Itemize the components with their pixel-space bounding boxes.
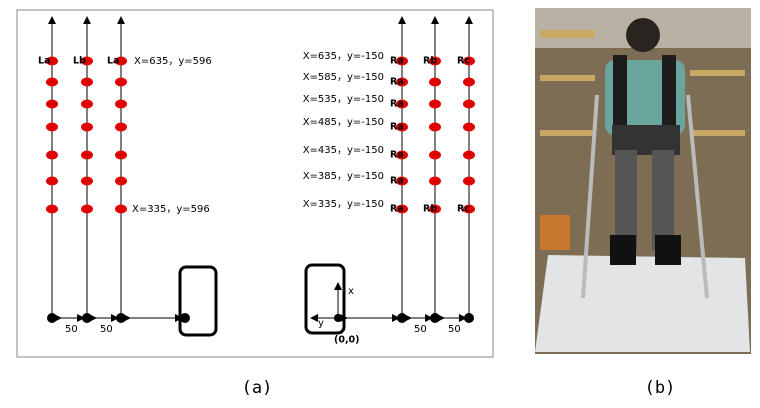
marker-dot	[429, 122, 441, 132]
marker-dot	[396, 56, 408, 66]
marker-dot	[81, 176, 93, 186]
line-label: Rc	[457, 204, 470, 215]
line-label: Ra	[390, 176, 404, 187]
line-label: Ra	[390, 122, 404, 133]
marker-dot	[46, 122, 58, 132]
marker-dot	[463, 122, 475, 132]
axis-label: y	[318, 318, 324, 329]
base-dot	[464, 313, 474, 323]
marker-dot	[46, 77, 58, 87]
line-label: Ra	[390, 204, 404, 215]
marker-dot	[463, 56, 475, 66]
marker-dot	[81, 204, 93, 214]
line-label: La	[107, 56, 119, 67]
marker-dot	[429, 176, 441, 186]
annotation: X=485，y=-150	[303, 117, 384, 128]
marker-dot	[81, 99, 93, 109]
marker-dot	[115, 176, 127, 186]
panel-a-frame	[16, 9, 494, 358]
base-dot	[82, 313, 92, 323]
annotation: X=335，y=596	[132, 204, 210, 215]
marker-dot	[81, 77, 93, 87]
marker-dot	[396, 176, 408, 186]
line-label: Ra	[390, 56, 404, 67]
annotation: X=635，y=596	[134, 56, 212, 67]
base-dot	[180, 313, 190, 323]
marker-dot	[115, 56, 127, 66]
marker-dot	[46, 56, 58, 66]
marker-dot	[429, 204, 441, 214]
line-label: La	[38, 56, 50, 67]
marker-dot	[396, 77, 408, 87]
marker-dot	[81, 56, 93, 66]
marker-dot	[396, 204, 408, 214]
spacing-label: 50	[65, 324, 78, 335]
marker-dot	[46, 204, 58, 214]
line-label: Ra	[390, 77, 404, 88]
marker-dot	[46, 99, 58, 109]
axis-label: x	[348, 286, 354, 297]
marker-dot	[115, 150, 127, 160]
marker-dot	[463, 176, 475, 186]
spacing-label: 50	[448, 324, 461, 335]
marker-dot	[81, 150, 93, 160]
marker-dot	[115, 99, 127, 109]
annotation: X=335，y=-150	[303, 199, 384, 210]
right-foot-box	[304, 263, 346, 335]
annotation: X=535，y=-150	[303, 94, 384, 105]
line-label: Rc	[457, 56, 470, 67]
marker-dot	[463, 99, 475, 109]
marker-dot	[46, 176, 58, 186]
origin-dot	[334, 314, 342, 322]
annotation: X=385，y=-150	[303, 171, 384, 182]
line-label: Ra	[390, 99, 404, 110]
marker-dot	[429, 150, 441, 160]
marker-dot	[81, 122, 93, 132]
annotation: X=435，y=-150	[303, 145, 384, 156]
left-foot-box	[178, 265, 218, 337]
marker-dot	[429, 99, 441, 109]
marker-dot	[396, 99, 408, 109]
base-dot	[430, 313, 440, 323]
photo	[535, 8, 751, 354]
marker-dot	[115, 122, 127, 132]
base-dot	[47, 313, 57, 323]
spacing-label: 50	[414, 324, 427, 335]
marker-dot	[429, 56, 441, 66]
marker-dot	[396, 150, 408, 160]
marker-dot	[396, 122, 408, 132]
origin-label: (0,0)	[334, 335, 360, 346]
annotation: X=585，y=-150	[303, 72, 384, 83]
line-label: Lb	[73, 56, 86, 67]
marker-dot	[46, 150, 58, 160]
marker-dot	[463, 150, 475, 160]
caption: (b)	[645, 378, 676, 398]
line-label: Ra	[390, 150, 404, 161]
base-dot	[116, 313, 126, 323]
spacing-label: 50	[100, 324, 113, 335]
marker-dot	[463, 77, 475, 87]
marker-dot	[463, 204, 475, 214]
line-label: Rb	[423, 56, 437, 67]
annotation: X=635，y=-150	[303, 51, 384, 62]
marker-dot	[115, 77, 127, 87]
marker-dot	[115, 204, 127, 214]
marker-dot	[429, 77, 441, 87]
base-dot	[397, 313, 407, 323]
caption: (a)	[242, 378, 273, 398]
line-label: Rb	[423, 204, 437, 215]
